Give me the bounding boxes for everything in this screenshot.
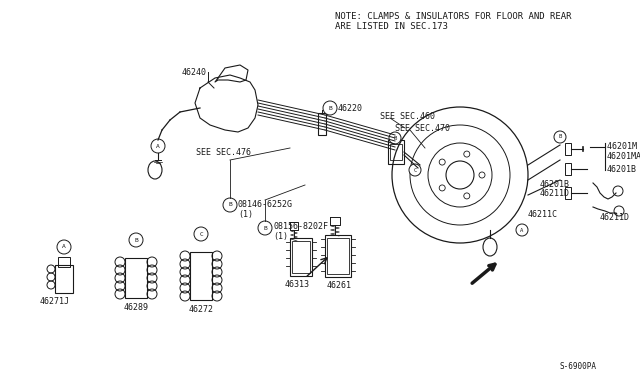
Text: 46271J: 46271J <box>40 297 70 306</box>
Bar <box>565 187 571 199</box>
Text: A: A <box>520 228 524 232</box>
Bar <box>318 113 326 135</box>
Text: ARE LISTED IN SEC.173: ARE LISTED IN SEC.173 <box>335 22 448 31</box>
Text: SEE SEC.460: SEE SEC.460 <box>380 112 435 121</box>
Bar <box>565 143 571 155</box>
Text: B: B <box>228 202 232 208</box>
Text: B: B <box>328 106 332 110</box>
Text: 08156-8202F: 08156-8202F <box>273 222 328 231</box>
Circle shape <box>323 101 337 115</box>
Text: 46201MA(LH): 46201MA(LH) <box>607 152 640 161</box>
Text: C: C <box>199 231 203 237</box>
Circle shape <box>389 132 401 144</box>
Text: NOTE: CLAMPS & INSULATORS FOR FLOOR AND REAR: NOTE: CLAMPS & INSULATORS FOR FLOOR AND … <box>335 12 572 21</box>
Bar <box>55 265 73 293</box>
Bar <box>390 144 402 160</box>
Circle shape <box>223 198 237 212</box>
Text: 46211D: 46211D <box>540 189 570 198</box>
Text: A: A <box>156 144 160 148</box>
Text: (1): (1) <box>238 210 253 219</box>
Circle shape <box>516 224 528 236</box>
Circle shape <box>258 221 272 235</box>
Text: 46201B: 46201B <box>607 165 637 174</box>
Circle shape <box>554 131 566 143</box>
Circle shape <box>129 233 143 247</box>
Text: 46313: 46313 <box>285 280 310 289</box>
Text: B: B <box>134 237 138 243</box>
Text: 46261: 46261 <box>327 281 352 290</box>
Circle shape <box>151 139 165 153</box>
Text: B: B <box>558 135 562 140</box>
Circle shape <box>57 240 71 254</box>
Bar <box>292 241 310 273</box>
Text: SEE SEC.476: SEE SEC.476 <box>196 148 251 157</box>
Text: 46272: 46272 <box>189 305 214 314</box>
Circle shape <box>194 227 208 241</box>
Text: S-6900PA: S-6900PA <box>560 362 597 371</box>
Text: 46220: 46220 <box>338 104 363 113</box>
Bar <box>125 258 147 298</box>
Text: B: B <box>263 225 267 231</box>
Text: 46240: 46240 <box>182 68 207 77</box>
Bar <box>327 238 349 274</box>
Text: 46201M (RH): 46201M (RH) <box>607 142 640 151</box>
Text: 46211D: 46211D <box>600 213 630 222</box>
Text: (1): (1) <box>273 232 288 241</box>
Circle shape <box>409 164 421 176</box>
Text: SEE SEC.470: SEE SEC.470 <box>395 124 450 133</box>
Text: 46211C: 46211C <box>528 210 558 219</box>
Bar <box>565 163 571 175</box>
Bar <box>190 252 212 300</box>
Text: A: A <box>62 244 66 250</box>
Text: B: B <box>394 135 397 141</box>
Text: 08146-6252G: 08146-6252G <box>238 200 293 209</box>
Text: 46201B: 46201B <box>540 180 570 189</box>
Bar <box>290 238 312 276</box>
Bar <box>58 257 70 267</box>
Text: C: C <box>413 167 417 173</box>
Text: 46289: 46289 <box>124 303 148 312</box>
Bar <box>388 140 404 164</box>
Bar <box>325 235 351 277</box>
